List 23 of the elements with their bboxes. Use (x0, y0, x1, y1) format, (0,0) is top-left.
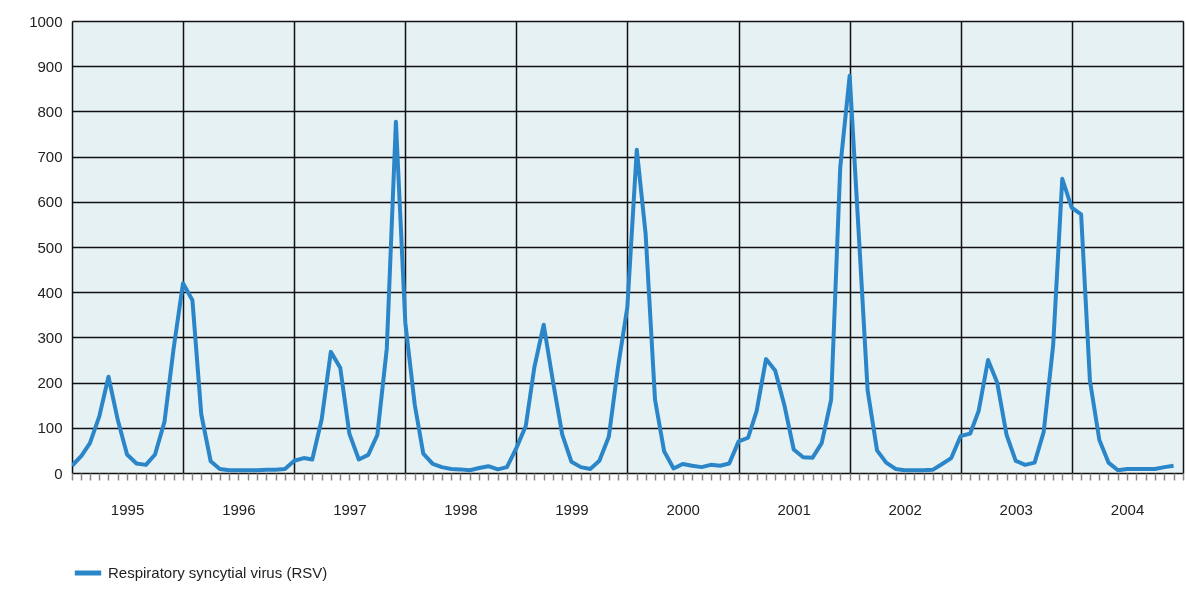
x-tick-label: 1995 (110, 500, 145, 518)
x-tick-label: 2003 (999, 500, 1033, 518)
y-tick-label: 600 (37, 193, 63, 211)
y-tick-label: 900 (37, 57, 63, 75)
y-tick-label: 400 (37, 283, 63, 301)
y-tick-label: 200 (37, 374, 63, 392)
y-tick-label: 500 (37, 238, 63, 256)
x-tick-label: 1998 (444, 500, 478, 518)
x-tick-label: 2004 (1110, 500, 1145, 518)
x-tick-label: 2000 (666, 500, 700, 518)
x-tick-label: 2002 (888, 500, 922, 518)
y-tick-label: 100 (37, 419, 63, 437)
x-tick-label: 1997 (333, 500, 367, 518)
y-tick-label: 300 (37, 328, 63, 346)
y-tick-label: 0 (54, 464, 63, 482)
x-tick-label: 1999 (555, 500, 589, 518)
legend-label: Respiratory syncytial virus (RSV) (108, 564, 328, 581)
y-tick-label: 800 (37, 102, 63, 120)
y-tick-label: 1000 (29, 12, 63, 30)
line-series (72, 73, 1176, 473)
x-tick-label: 2001 (777, 500, 811, 518)
y-tick-label: 700 (37, 148, 63, 166)
x-tick-label: 1996 (222, 500, 256, 518)
